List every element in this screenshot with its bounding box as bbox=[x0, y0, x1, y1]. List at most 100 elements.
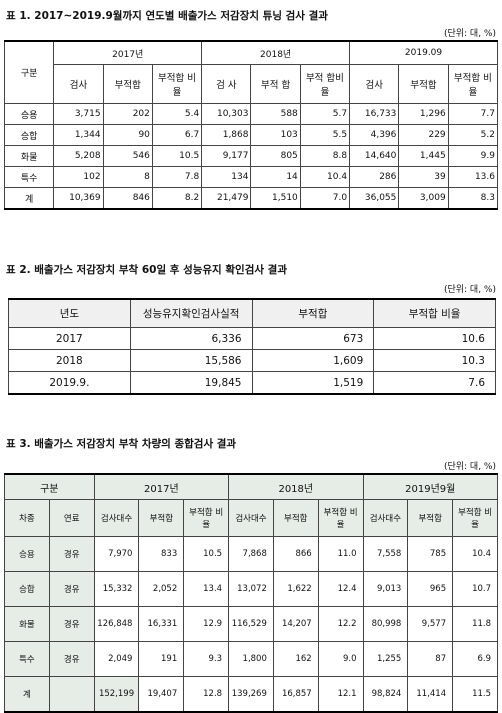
table-cell: 12.4 bbox=[317, 571, 364, 607]
table-cell: 10.4 bbox=[452, 536, 498, 572]
table-cell: 4,396 bbox=[349, 124, 400, 146]
header-cell: 구분 bbox=[3, 40, 55, 104]
row-label: 화물 bbox=[3, 145, 55, 167]
table-cell: 13.4 bbox=[183, 571, 230, 607]
table-cell: 1,800 bbox=[228, 641, 274, 677]
table-cell: 21,479 bbox=[201, 187, 252, 210]
header-cell: 부적합 비율 bbox=[373, 298, 496, 328]
header-cell: 차종 bbox=[4, 499, 50, 537]
table-cell: 39 bbox=[398, 166, 449, 188]
table-cell: 126,848 bbox=[93, 606, 140, 642]
table-cell: 9.9 bbox=[447, 145, 499, 167]
row-label: 경유 bbox=[48, 641, 95, 677]
table-cell: 833 bbox=[138, 536, 185, 572]
table-cell: 9,013 bbox=[362, 571, 409, 607]
table-cell: 10.6 bbox=[373, 327, 496, 350]
table-cell: 3,715 bbox=[53, 103, 104, 125]
table-cell: 16,733 bbox=[349, 103, 400, 125]
table-cell: 11.0 bbox=[317, 536, 364, 572]
subheader-row: 차종 연료 검사대수 부적합 부적합 비율 검사대수 부적합 부적합 비율 검사대수 부적합 부적합… bbox=[4, 499, 498, 537]
header-cell: 부적합 bbox=[102, 64, 153, 104]
table-cell: 785 bbox=[407, 536, 454, 572]
row-label: 152,199 bbox=[93, 676, 140, 713]
table-cell: 16,857 bbox=[272, 676, 319, 713]
row-label: 승용 bbox=[3, 103, 55, 125]
header-cell: 부적 합 bbox=[250, 64, 301, 104]
table-cell: 6,336 bbox=[129, 327, 253, 350]
row-label: 화물 bbox=[4, 606, 50, 642]
header-cell: 성능유지확인검사실적 bbox=[129, 298, 253, 328]
table-cell: 7.8 bbox=[151, 166, 203, 188]
table-cell: 5.7 bbox=[299, 103, 351, 125]
table-cell: 6.9 bbox=[452, 641, 498, 677]
table-cell: 14,207 bbox=[272, 606, 319, 642]
header-row: 구분 2017년 2018년 2019년9월 bbox=[4, 473, 498, 500]
row-label: 계 bbox=[4, 676, 50, 713]
table-cell: 10,369 bbox=[53, 187, 104, 210]
table-row: 승용 경유 7,970 833 10.5 7,868 866 11.0 7,558 785 10.4 bbox=[4, 536, 498, 572]
header-cell: 검 사 bbox=[201, 64, 252, 104]
table: 구분 2017년 2018년 2019.09 검사 부적합 부적합 비율 검 사 부적 합 부적 … bbox=[3, 40, 499, 210]
header-cell: 연료 bbox=[48, 499, 95, 537]
table-cell: 7.0 bbox=[299, 187, 351, 210]
table-row: 승용 3,715 202 5.4 10,303 588 5.7 16,733 1,296 7.7 bbox=[3, 103, 499, 125]
table-row: 화물 경유 126,848 16,331 12.9 116,529 14,207 12.2 80… bbox=[4, 606, 498, 642]
table-cell: 134 bbox=[201, 166, 252, 188]
table-title: 표 3. 배출가스 저감장치 부착 차량의 종합검사 결과 bbox=[6, 438, 237, 450]
table-cell: 1,609 bbox=[251, 349, 375, 372]
header-cell: 부적합 bbox=[398, 64, 449, 104]
table-cell: 8.8 bbox=[299, 145, 351, 167]
table-row: 특수 경유 2,049 191 9.3 1,800 162 9.0 1,255 87 6.9 bbox=[4, 641, 498, 677]
unit-note: (단위: 대, %) bbox=[443, 29, 496, 39]
table-cell: 90 bbox=[102, 124, 153, 146]
table-cell: 202 bbox=[102, 103, 153, 125]
table-title: 표 1. 2017~2019.9월까지 연도별 배출가스 저감장치 튜닝 검사 … bbox=[6, 10, 328, 22]
table-row: 2017 6,336 673 10.6 bbox=[8, 327, 496, 350]
table-row: 2018 15,586 1,609 10.3 bbox=[8, 349, 496, 372]
table-cell: 11.8 bbox=[452, 606, 498, 642]
table-cell: 10.5 bbox=[183, 536, 230, 572]
table-cell: 8 bbox=[102, 166, 153, 188]
table-cell: 102 bbox=[53, 166, 104, 188]
table-cell: 673 bbox=[251, 327, 375, 350]
header-cell: 부적합 비율 bbox=[317, 499, 364, 537]
header-cell: 검사 bbox=[53, 64, 104, 104]
table-row: 승합 경유 15,332 2,052 13.4 13,072 1,622 12.4 9,013 9… bbox=[4, 571, 498, 607]
row-label: 2018 bbox=[8, 349, 131, 372]
row-label: 2019.9. bbox=[8, 371, 131, 395]
table-cell: 2,052 bbox=[138, 571, 185, 607]
table-cell: 1,868 bbox=[201, 124, 252, 146]
header-cell: 2017년 bbox=[93, 473, 230, 500]
header-cell: 부적 합비 율 bbox=[299, 64, 351, 104]
row-label: 경유 bbox=[48, 571, 95, 607]
table-cell: 80,998 bbox=[362, 606, 409, 642]
header-cell: 부적합 bbox=[272, 499, 319, 537]
table-cell: 6.7 bbox=[151, 124, 203, 146]
header-cell: 부적합 비율 bbox=[452, 499, 498, 537]
table: 구분 2017년 2018년 2019년9월 차종 연료 검사대수 부적합 부적합 비율 검사대수… bbox=[4, 473, 498, 713]
table-cell: 8.2 bbox=[151, 187, 203, 210]
table: 년도 성능유지확인검사실적 부적합 부적합 비율 2017 6,336 673 10.6 201… bbox=[8, 298, 496, 395]
table-cell: 14 bbox=[250, 166, 301, 188]
table-cell: 5.4 bbox=[151, 103, 203, 125]
table-cell: 1,255 bbox=[362, 641, 409, 677]
table-cell: 1,445 bbox=[398, 145, 449, 167]
table-cell: 103 bbox=[250, 124, 301, 146]
table-cell: 13,072 bbox=[228, 571, 274, 607]
table-row: 2019.9. 19,845 1,519 7.6 bbox=[8, 371, 496, 395]
table-title: 표 2. 배출가스 저감장치 부착 60일 후 성능유지 확인검사 결과 bbox=[6, 264, 287, 276]
table-row: 특수 102 8 7.8 134 14 10.4 286 39 13.6 bbox=[3, 166, 499, 188]
row-label: 승합 bbox=[4, 571, 50, 607]
subheader-row: 검사 부적합 부적합 비율 검 사 부적 합 부적 합비 율 검사 부적합 부적합 비율 bbox=[5, 64, 499, 104]
table-cell: 229 bbox=[398, 124, 449, 146]
header-cell: 검사대수 bbox=[93, 499, 140, 537]
header-cell: 부적합 bbox=[407, 499, 454, 537]
table-row: 계 152,199 19,407 12.8 139,269 16,857 12.1 98,82… bbox=[4, 676, 498, 713]
table-cell: 9,577 bbox=[407, 606, 454, 642]
row-label: 2017 bbox=[8, 327, 131, 350]
table-cell: 12.8 bbox=[183, 676, 230, 713]
table-cell: 7,558 bbox=[362, 536, 409, 572]
table-cell: 19,845 bbox=[129, 371, 253, 395]
header-cell: 부적합 비율 bbox=[183, 499, 230, 537]
header-cell: 년도 bbox=[8, 298, 131, 328]
